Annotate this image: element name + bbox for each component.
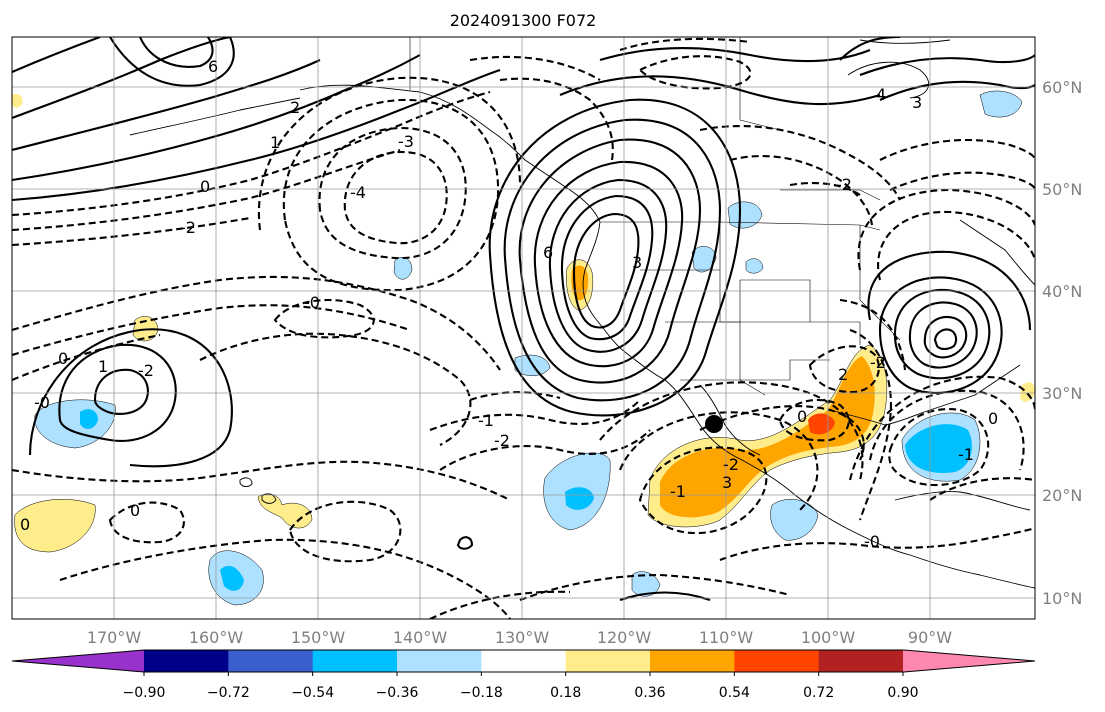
colorbar-tick-label: 0.36 xyxy=(634,685,665,701)
contour-label: 0 xyxy=(797,407,807,426)
contour-label: 6 xyxy=(208,57,218,76)
colorbar-tick-label: 0.18 xyxy=(550,685,581,701)
contour-label: -2 xyxy=(723,455,739,474)
lon-label: 120°W xyxy=(597,628,652,647)
contour-label: -2 xyxy=(836,175,852,194)
contour-label: 0 xyxy=(130,501,140,520)
negative-anomaly-central xyxy=(770,499,819,541)
contour-label: 2 xyxy=(290,98,300,117)
lat-label: 10°N xyxy=(1042,589,1082,608)
lat-label: 60°N xyxy=(1042,78,1082,97)
contour-label: -2 xyxy=(180,218,196,237)
dashed-contours xyxy=(12,37,1035,619)
positive-anomaly-mexico-core xyxy=(660,356,875,518)
colorbar-segment xyxy=(818,650,904,672)
colorbar-tick-label: −0.54 xyxy=(291,685,334,701)
contour-label: -2 xyxy=(494,431,510,450)
location-marker xyxy=(705,415,723,433)
contour-label: -3 xyxy=(398,132,414,151)
contour-label: -1 xyxy=(478,411,494,430)
map-title: 2024091300 F072 xyxy=(450,11,597,30)
solid-contours xyxy=(12,37,1035,601)
lon-label: 110°W xyxy=(699,628,754,647)
positive-anomaly-pacific-b xyxy=(14,499,96,553)
colorbar-extend-high xyxy=(903,650,1035,672)
contour-label: 3 xyxy=(722,473,732,492)
map-frame xyxy=(11,36,1036,620)
contour-label: -1 xyxy=(958,445,974,464)
negative-anomaly-ne xyxy=(979,90,1023,118)
colorbar-tick-label: −0.18 xyxy=(460,685,503,701)
colorbar-extend-low xyxy=(12,650,144,672)
contour-label: 0 xyxy=(988,409,998,428)
lon-label: 160°W xyxy=(189,628,244,647)
contour-label: 1 xyxy=(270,133,280,152)
contour-label: 0 xyxy=(200,177,210,196)
colorbar-segment xyxy=(481,650,567,672)
colorbar-ticks: −0.90 −0.72 −0.54 −0.36 −0.18 0.18 0.36 0.54 0.7… xyxy=(123,672,919,701)
contour-label: 0 xyxy=(58,349,68,368)
lon-label: 140°W xyxy=(393,628,448,647)
colorbar-segment xyxy=(312,650,398,672)
contour-label: 3 xyxy=(632,253,642,272)
negative-anomaly-small1 xyxy=(631,571,661,597)
contour-label: 4 xyxy=(876,85,886,104)
negative-anomaly-pacific-west xyxy=(34,399,116,449)
lat-label: 30°N xyxy=(1042,384,1082,403)
contour-label: 3 xyxy=(912,93,922,112)
colorbar-segment xyxy=(397,650,482,672)
lat-label: 20°N xyxy=(1042,486,1082,505)
contour-label: -0 xyxy=(864,532,880,551)
lat-label: 50°N xyxy=(1042,180,1082,199)
contour-label: -0 xyxy=(304,293,320,312)
contour-label: -1 xyxy=(670,482,686,501)
map-panel: 0 -2 -3 -4 1 2 6 3 -0 -1 -2 0 1 -2 -0 0 … xyxy=(11,36,1036,620)
contour-label: 1 xyxy=(98,357,108,376)
colorbar-tick-label: −0.90 xyxy=(123,685,166,701)
contour-label: 0 xyxy=(20,515,30,534)
colorbar-tick-label: −0.36 xyxy=(376,685,419,701)
lon-label: 90°W xyxy=(908,628,952,647)
lon-label: 170°W xyxy=(87,628,142,647)
negative-anomaly-pacific-west-core xyxy=(80,409,98,429)
colorbar-segment xyxy=(650,650,735,672)
colorbar-segments xyxy=(12,650,1035,672)
lon-label: 150°W xyxy=(291,628,346,647)
negative-anomaly-small4 xyxy=(691,246,717,273)
colorbar-segment xyxy=(565,650,651,672)
political-borders xyxy=(409,37,901,396)
latitude-labels: 60°N 50°N 40°N 30°N 20°N 10°N xyxy=(1042,78,1082,608)
lon-label: 130°W xyxy=(495,628,550,647)
colorbar-segment xyxy=(228,650,314,672)
map-gridlines xyxy=(12,37,1035,619)
colorbar-segment xyxy=(734,650,820,672)
contour-label: -2 xyxy=(138,361,154,380)
colorbar: −0.90 −0.72 −0.54 −0.36 −0.18 0.18 0.36 0.54 0.7… xyxy=(11,649,1036,701)
contour-labels: 0 -2 -3 -4 1 2 6 3 -0 -1 -2 0 1 -2 -0 0 … xyxy=(20,57,998,551)
negative-anomaly-gulf-core xyxy=(905,424,972,473)
lon-label: 100°W xyxy=(801,628,856,647)
colorbar-tick-label: 0.90 xyxy=(887,685,918,701)
negative-anomaly-small2 xyxy=(393,257,413,280)
lat-label: 40°N xyxy=(1042,282,1082,301)
negative-anomaly-eastpac-core xyxy=(565,487,594,510)
contour-label: -2 xyxy=(870,353,886,372)
colorbar-tick-label: 0.54 xyxy=(719,685,750,701)
longitude-labels: 170°W 160°W 150°W 140°W 130°W 120°W 110°… xyxy=(87,628,952,647)
contour-label: 6 xyxy=(543,243,553,262)
negative-anomaly-small6 xyxy=(745,258,764,274)
positive-anomaly-nw xyxy=(12,94,23,108)
colorbar-tick-label: −0.72 xyxy=(207,685,250,701)
contour-label: -4 xyxy=(350,183,366,202)
contour-label: -0 xyxy=(34,393,50,412)
colorbar-tick-label: 0.72 xyxy=(803,685,834,701)
colorbar-segment xyxy=(144,650,229,672)
contour-label: 2 xyxy=(838,365,848,384)
negative-anomaly-southpac-core xyxy=(220,565,244,591)
